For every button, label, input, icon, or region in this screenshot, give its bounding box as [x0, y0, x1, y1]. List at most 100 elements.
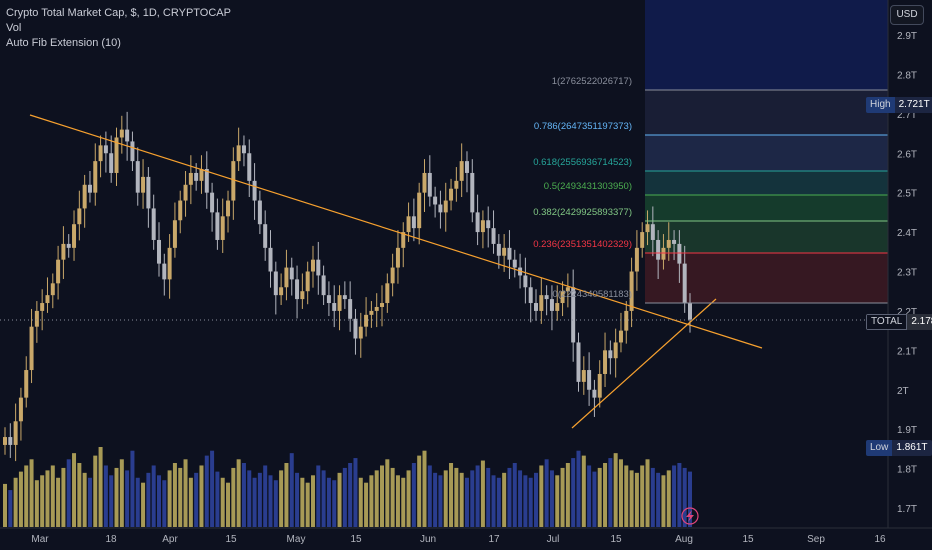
volume-bar — [369, 475, 374, 527]
candle-body — [395, 247, 400, 268]
candle-body — [587, 370, 592, 390]
price-tick-label: 2.8T — [897, 70, 917, 81]
candle-body — [581, 370, 586, 382]
candle-body — [470, 172, 475, 213]
volume-bar — [45, 470, 50, 527]
volume-bar — [252, 477, 257, 527]
lightning-icon[interactable] — [681, 507, 699, 525]
high-price-tag: High 2.721T — [866, 97, 932, 113]
candle-body — [226, 200, 231, 217]
volume-bar — [624, 465, 629, 527]
candle-body — [130, 141, 135, 162]
price-tick-label: 2.6T — [897, 149, 917, 160]
candle-body — [565, 287, 570, 292]
fib-indicator-label[interactable]: Auto Fib Extension (10) — [6, 37, 121, 49]
volume-indicator-label[interactable]: Vol — [6, 22, 22, 34]
volume-bar — [348, 463, 353, 527]
fib-zone — [645, 253, 888, 303]
descending-trendline[interactable] — [29, 114, 763, 349]
candle-body — [624, 310, 629, 331]
volume-bar — [72, 453, 77, 527]
volume-bar — [87, 477, 92, 527]
volume-bar — [29, 459, 34, 527]
volume-bar — [210, 450, 215, 527]
time-tick-label: May — [287, 534, 306, 545]
candle-body — [480, 220, 485, 233]
volume-bar — [226, 482, 231, 527]
volume-bar — [438, 475, 443, 527]
volume-bar — [666, 470, 671, 527]
volume-bar — [263, 465, 268, 527]
candle-body — [146, 176, 151, 209]
volume-bar — [284, 463, 289, 527]
volume-bar — [247, 470, 252, 527]
volume-bar — [125, 470, 130, 527]
candle-body — [156, 239, 161, 264]
ascending-trendline[interactable] — [571, 298, 717, 429]
candle-body — [141, 176, 146, 193]
price-tick-label: 1.8T — [897, 465, 917, 476]
candle-body — [523, 275, 528, 288]
volume-bar — [395, 475, 400, 527]
currency-button[interactable]: USD — [890, 5, 924, 25]
volume-bar — [130, 450, 135, 527]
candle-body — [18, 397, 23, 422]
candle-body — [634, 247, 639, 272]
volume-bar — [672, 465, 677, 527]
volume-bar — [475, 465, 480, 527]
candle-body — [597, 373, 602, 398]
volume-bar — [560, 467, 565, 527]
candle-body — [220, 216, 225, 240]
volume-bar — [449, 463, 454, 527]
candle-layer — [3, 111, 692, 462]
time-tick-label: Jul — [547, 534, 560, 545]
price-axis[interactable]: 2.9T 2.8T 2.7T 2.6T 2.5T 2.4T 2.3T 2.2T 2.1T 2T 1.… — [897, 31, 917, 515]
candle-body — [34, 310, 39, 327]
volume-bar — [688, 471, 692, 527]
volume-bar — [109, 475, 114, 527]
volume-bar — [544, 459, 549, 527]
time-tick-label: Aug — [675, 534, 693, 545]
volume-bar — [581, 455, 586, 527]
time-tick-label: 15 — [350, 534, 362, 545]
volume-bar — [534, 472, 539, 527]
candle-body — [677, 243, 682, 264]
candle-body — [316, 259, 321, 276]
volume-bar — [571, 458, 576, 527]
candle-body — [321, 275, 326, 296]
volume-bar — [268, 475, 273, 527]
volume-bar — [215, 471, 220, 527]
time-tick-label: Mar — [31, 534, 49, 545]
time-tick-label: 15 — [610, 534, 622, 545]
candle-body — [364, 314, 369, 327]
candle-body — [188, 172, 193, 185]
price-tick-label: 2.9T — [897, 31, 917, 42]
candle-body — [661, 247, 666, 260]
time-axis[interactable]: Mar 18 Apr 15 May 15 Jun 17 Jul 15 Aug 15 Sep 16 — [31, 534, 886, 545]
volume-bar — [640, 465, 645, 527]
volume-bar — [289, 453, 294, 527]
volume-bar — [603, 463, 608, 527]
volume-bar — [433, 472, 438, 527]
candle-body — [454, 180, 459, 189]
candle-body — [172, 220, 177, 248]
candle-body — [241, 145, 246, 154]
volume-bar — [380, 465, 385, 527]
candle-body — [427, 172, 432, 197]
candle-body — [231, 161, 236, 201]
candle-body — [401, 232, 406, 248]
candle-body — [199, 169, 204, 181]
candle-body — [295, 279, 300, 300]
candle-body — [268, 247, 273, 272]
candle-body — [549, 299, 554, 311]
volume-bar — [411, 463, 416, 527]
fib-level-label: 1(2762522026717) — [552, 76, 632, 87]
candle-body — [109, 153, 114, 173]
volume-bar — [241, 463, 246, 527]
candle-body — [119, 129, 124, 138]
fib-zone-layer — [645, 0, 888, 303]
volume-bar — [257, 472, 262, 527]
symbol-title[interactable]: Crypto Total Market Cap, $, 1D, CRYPTOCA… — [6, 7, 231, 19]
volume-bar — [204, 455, 209, 527]
